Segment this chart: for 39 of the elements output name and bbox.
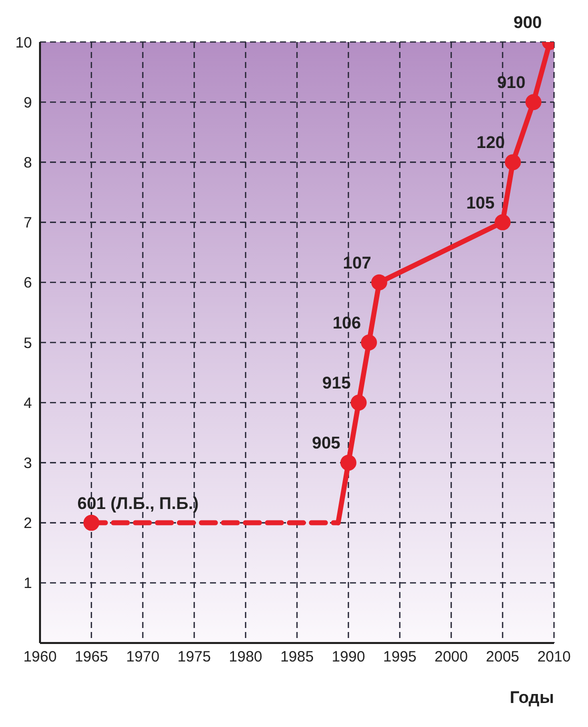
x-tick-label: 2005 <box>486 648 520 666</box>
x-tick-label: 1970 <box>126 648 160 666</box>
x-tick-label: 1965 <box>74 648 108 666</box>
y-tick-label: 5 <box>24 334 32 352</box>
point <box>83 514 100 531</box>
annotation: 905 <box>312 434 340 453</box>
point <box>494 214 511 230</box>
x-tick-label: 1995 <box>383 648 416 666</box>
y-tick-label: 7 <box>24 214 32 232</box>
x-tick-label: 1985 <box>280 648 314 666</box>
y-tick-label: 8 <box>24 154 32 172</box>
x-tick-label: 1980 <box>228 648 262 666</box>
y-tick-label: 10 <box>15 34 32 52</box>
point <box>360 334 377 350</box>
annotation: 601 (Л.Б., П.Б.) <box>77 494 199 513</box>
y-tick-label: 2 <box>24 515 32 532</box>
x-tick-label: 1975 <box>178 648 211 666</box>
x-tick-label: 2010 <box>537 648 571 666</box>
y-tick-label: 1 <box>24 575 32 592</box>
annotation: 105 <box>466 193 495 212</box>
annotation: 900 <box>514 13 542 32</box>
x-tick-label: 1990 <box>332 648 366 666</box>
annotation: 120 <box>476 133 505 152</box>
y-tick-label: 3 <box>24 455 32 472</box>
point <box>525 94 542 110</box>
x-tick-label: 2000 <box>434 648 468 666</box>
annotation: 106 <box>332 314 361 332</box>
annotation: 910 <box>497 73 526 92</box>
y-tick-label: 4 <box>24 394 32 412</box>
point <box>340 454 356 471</box>
annotation: 107 <box>342 253 372 272</box>
x-tick-label: 1960 <box>23 648 57 666</box>
point <box>371 274 388 290</box>
annotation: 915 <box>322 374 351 393</box>
x-axis-title: Годы <box>510 688 554 707</box>
y-tick-label: 6 <box>24 274 32 292</box>
y-tick-label: 9 <box>24 94 32 112</box>
point <box>350 394 367 411</box>
point <box>504 154 521 170</box>
